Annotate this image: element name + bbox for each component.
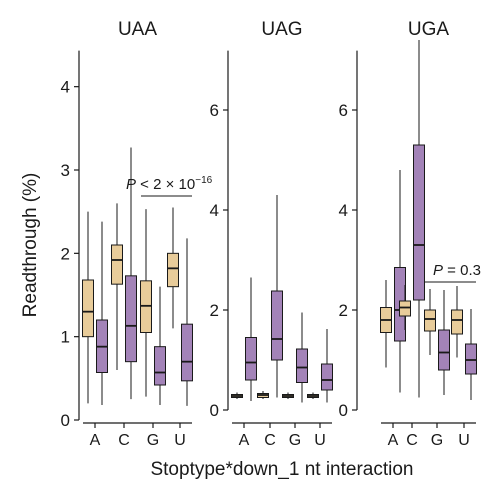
- box-iqr: [167, 252, 179, 288]
- panel-title: UGA: [408, 19, 450, 40]
- y-tick-label: 0: [61, 411, 70, 430]
- box-iqr: [111, 244, 123, 285]
- box-iqr: [125, 275, 137, 363]
- box-iqr: [424, 309, 436, 332]
- y-tick-label: 0: [210, 401, 219, 420]
- y-axis-title: Readthrough (%): [20, 173, 41, 318]
- y-tick-label: 2: [210, 301, 219, 320]
- box-c-purple: [413, 40, 425, 398]
- panel-uag: UAG 0 2 4 6 A C G U: [210, 19, 333, 449]
- y-tick-label: 6: [339, 101, 348, 120]
- x-tick-label: C: [406, 432, 418, 449]
- y-tick-label: 2: [61, 244, 70, 263]
- x-tick-label: A: [239, 432, 250, 449]
- panel-title: UAA: [118, 19, 157, 40]
- box-iqr: [245, 337, 257, 381]
- box-u-tan: [451, 286, 463, 358]
- y-tick-label: 4: [61, 78, 70, 97]
- box-u-purple: [321, 329, 333, 403]
- x-tick-label: G: [289, 432, 301, 449]
- box-iqr: [154, 346, 166, 386]
- box-a-purple: [394, 170, 406, 393]
- y-tick-label: 1: [61, 328, 70, 347]
- box-c-tan: [399, 285, 411, 330]
- box-a-tan: [380, 280, 392, 368]
- box-g-purple: [438, 290, 450, 395]
- box-g-tan: [424, 289, 436, 355]
- box-iqr: [82, 279, 94, 338]
- box-g-purple: [154, 286, 166, 405]
- y-tick-label: 0: [339, 401, 348, 420]
- x-tick-label: G: [147, 432, 159, 449]
- x-tick-label: A: [388, 432, 399, 449]
- box-c-tan: [111, 203, 123, 370]
- x-tick-label: A: [90, 432, 101, 449]
- y-tick-label: 3: [61, 161, 70, 180]
- box-a-tan: [231, 392, 243, 399]
- box-c-purple: [271, 195, 283, 398]
- box-a-tan: [82, 211, 94, 404]
- box-u-purple: [465, 309, 477, 400]
- box-iqr: [465, 343, 477, 375]
- box-a-purple: [96, 221, 108, 405]
- y-tick-label: 4: [210, 201, 219, 220]
- p-value-annotation: P < 2 × 10−16: [126, 175, 213, 193]
- x-tick-label: C: [264, 432, 276, 449]
- box-g-tan: [282, 392, 294, 399]
- box-iqr: [438, 329, 450, 371]
- box-g-purple: [296, 312, 308, 403]
- y-tick-label: 6: [210, 101, 219, 120]
- box-u-purple: [181, 238, 193, 406]
- panel-title: UAG: [261, 19, 302, 40]
- box-u-tan: [167, 207, 179, 329]
- box-iqr: [271, 290, 283, 361]
- x-tick-label: U: [174, 432, 186, 449]
- box-iqr: [321, 363, 333, 391]
- panel-uga: UGA 0 2 4 6 A C G U P = 0.3: [339, 19, 481, 449]
- box-iqr: [451, 309, 463, 335]
- box-c-purple: [125, 147, 137, 400]
- box-iqr: [296, 348, 308, 383]
- x-axis-title: Stoptype*down_1 nt interaction: [150, 459, 413, 480]
- box-g-tan: [140, 209, 152, 397]
- box-u-tan: [307, 392, 319, 399]
- box-iqr: [399, 300, 411, 317]
- box-iqr: [413, 144, 425, 301]
- x-tick-label: U: [458, 432, 470, 449]
- y-tick-label: 4: [339, 201, 348, 220]
- box-a-purple: [245, 277, 257, 401]
- box-iqr: [181, 323, 193, 382]
- y-tick-label: 2: [339, 301, 348, 320]
- p-value-annotation: P = 0.3: [433, 262, 481, 279]
- panel-uaa: UAA 0 1 2 3 4 A C G U P < 2 × 10−16: [61, 19, 213, 449]
- x-tick-label: G: [431, 432, 443, 449]
- x-tick-label: U: [314, 432, 326, 449]
- x-tick-label: C: [118, 432, 130, 449]
- box-c-tan: [257, 391, 269, 399]
